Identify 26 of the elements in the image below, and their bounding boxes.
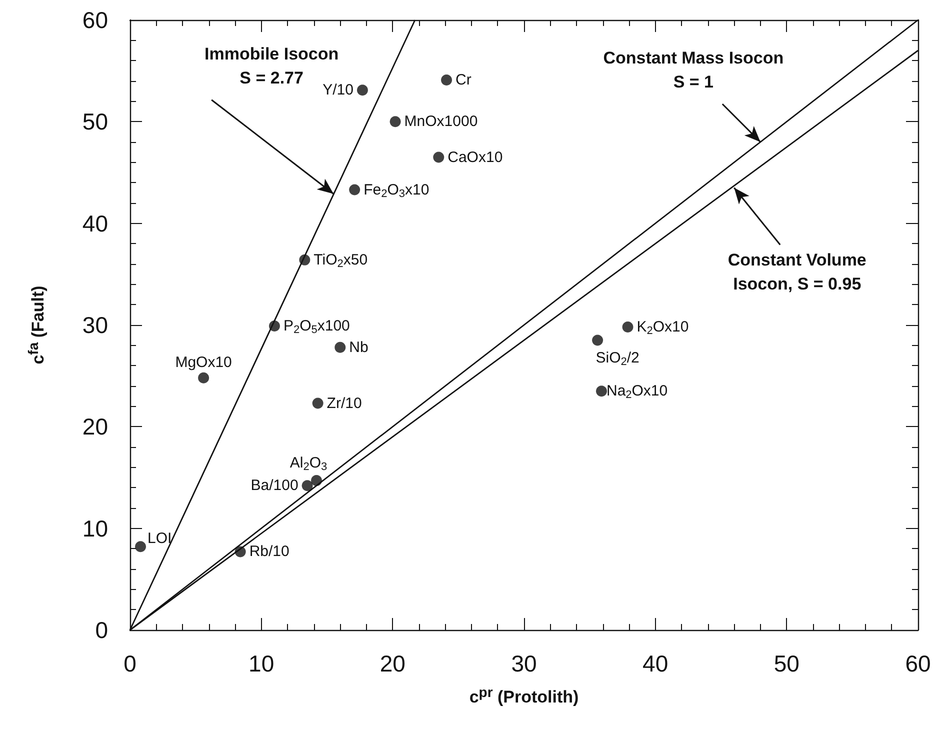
y-tick-label: 30 — [82, 312, 108, 338]
annotation: Constant Mass Isocon S = 1 — [603, 48, 784, 92]
y-tick-label: 40 — [82, 210, 108, 236]
x-tick-label: 30 — [511, 650, 537, 676]
annotation: Constant Volume Isocon, S = 0.95 — [728, 250, 866, 294]
annotation: Rb/10 — [249, 543, 290, 560]
annotation: MnOx1000 — [404, 113, 478, 130]
annotation: Cr — [456, 71, 472, 88]
x-tick-label: 20 — [380, 650, 406, 676]
y-tick-label: 0 — [95, 617, 108, 643]
x-tick-label: 50 — [774, 650, 800, 676]
y-axis-title: cfa (Fault) — [25, 286, 48, 364]
y-tick-label: 50 — [82, 108, 108, 135]
annotation: CaOx10 — [448, 148, 503, 166]
x-tick-label: 10 — [248, 650, 274, 676]
annotation: Ba/100 — [250, 477, 298, 494]
annotation: Zr/10 — [326, 394, 362, 412]
y-tick-label: 60 — [82, 7, 108, 33]
x-tick-label: 0 — [124, 650, 136, 676]
y-tick-label: 20 — [82, 414, 108, 440]
x-tick-label: 60 — [905, 650, 931, 676]
x-tick-label: 40 — [642, 650, 668, 676]
y-tick-label: 10 — [82, 515, 108, 542]
annotation: LOI — [148, 530, 172, 548]
annotation: Nb — [349, 338, 368, 356]
annotation: MgOx10 — [175, 354, 232, 371]
